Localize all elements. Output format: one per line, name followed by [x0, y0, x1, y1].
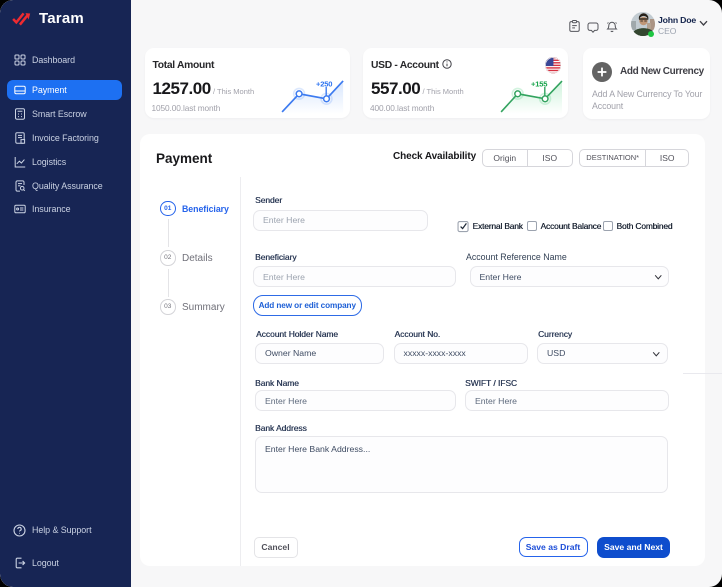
svg-text:+155: +155	[531, 80, 548, 89]
svg-text:+250: +250	[316, 80, 332, 89]
